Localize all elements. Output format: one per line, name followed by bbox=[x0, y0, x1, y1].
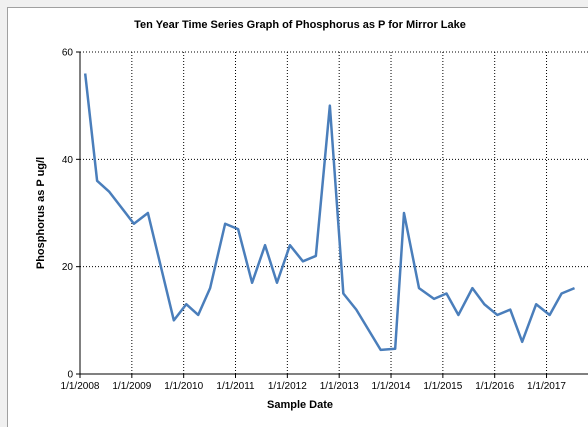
y-tick-label: 60 bbox=[62, 48, 74, 59]
x-tick-label: 1/1/2008 bbox=[61, 381, 100, 392]
y-tick-label: 0 bbox=[67, 370, 73, 381]
x-tick-label: 1/1/2017 bbox=[527, 381, 566, 392]
data-line bbox=[83, 73, 575, 352]
x-tick-label: 1/1/2012 bbox=[268, 381, 307, 392]
y-axis-label: Phosphorus as P ug/l bbox=[35, 157, 47, 269]
x-tick-label: 1/1/2015 bbox=[423, 381, 462, 392]
chart-title: Ten Year Time Series Graph of Phosphorus… bbox=[134, 19, 466, 31]
y-tick-label: 40 bbox=[62, 155, 74, 166]
x-axis-label: Sample Date bbox=[267, 399, 333, 411]
x-tick-label: 1/1/2011 bbox=[216, 381, 255, 392]
x-tick-label: 1/1/2016 bbox=[475, 381, 514, 392]
y-tick-label: 20 bbox=[62, 262, 74, 273]
x-tick-label: 1/1/2014 bbox=[372, 381, 411, 392]
x-tick-label: 1/1/2013 bbox=[320, 381, 359, 392]
chart-frame bbox=[7, 7, 588, 427]
x-tick-label: 1/1/2010 bbox=[164, 381, 203, 392]
x-tick-label: 1/1/2009 bbox=[112, 381, 151, 392]
